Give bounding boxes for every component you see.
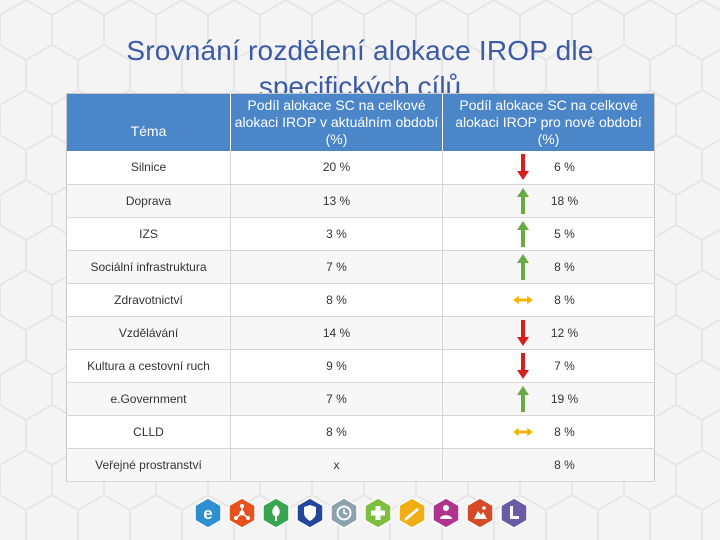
topic-cell: CLLD (66, 415, 231, 449)
new-share-value: 8 % (554, 292, 575, 307)
new-share-value: 12 % (550, 325, 579, 340)
new-share-value: 19 % (550, 391, 579, 406)
current-share-cell: 3 % (230, 217, 443, 251)
arrow-down-icon (509, 151, 537, 183)
table-row: e.Government 7 % 19 % (66, 382, 655, 416)
current-share-cell: 14 % (230, 316, 443, 350)
new-share-cell: 8 % (442, 415, 655, 449)
new-share-cell: 18 % (442, 184, 655, 218)
egovernment-icon: e (194, 497, 222, 529)
operational-programme-icons: e (192, 497, 530, 529)
tree-icon (262, 497, 290, 529)
new-share-cell: 12 % (442, 316, 655, 350)
table-row: Vzdělávání 14 % 12 % (66, 316, 655, 350)
topic-cell: Doprava (66, 184, 231, 218)
health-cross-icon (364, 497, 392, 529)
header-topic: Téma (66, 93, 231, 151)
svg-text:e: e (203, 504, 212, 523)
new-share-value: 6 % (554, 160, 575, 175)
new-share-cell: 7 % (442, 349, 655, 383)
page-title: Srovnání rozdělení alokace IROP dle spec… (0, 33, 720, 105)
header-current-period: Podíl alokace SC na celkové alokaci IROP… (230, 93, 443, 151)
transport-network-icon (228, 497, 256, 529)
arrow-up-icon (509, 383, 537, 415)
current-share-cell: 9 % (230, 349, 443, 383)
new-share-value: 5 % (554, 226, 575, 241)
arrow-up-icon (509, 251, 537, 283)
table-row: Silnice 20 % 6 % (66, 151, 655, 185)
topic-cell: IZS (66, 217, 231, 251)
new-share-value: 8 % (554, 424, 575, 439)
header-new-period: Podíl alokace SC na celkové alokaci IROP… (442, 93, 655, 151)
new-share-value: 8 % (554, 259, 575, 274)
topic-cell: Silnice (66, 151, 231, 185)
topic-cell: Vzdělávání (66, 316, 231, 350)
current-share-cell: 8 % (230, 283, 443, 317)
topic-cell: Veřejné prostranství (66, 448, 231, 482)
new-share-cell: 8 % (442, 283, 655, 317)
new-share-cell: 8 % (442, 250, 655, 284)
clock-icon (330, 497, 358, 529)
allocation-table: Téma Podíl alokace SC na celkové alokaci… (66, 93, 655, 482)
new-share-cell: 8 % (442, 448, 655, 482)
current-share-cell: 7 % (230, 382, 443, 416)
new-share-cell: 6 % (442, 151, 655, 185)
clld-icon (500, 497, 528, 529)
title-line-1: Srovnání rozdělení alokace IROP dle (126, 34, 594, 66)
table-row: CLLD 8 % 8 % (66, 415, 655, 449)
table-row: Veřejné prostranství x 8 % (66, 448, 655, 482)
topic-cell: e.Government (66, 382, 231, 416)
topic-cell: Zdravotnictví (66, 283, 231, 317)
current-share-cell: 7 % (230, 250, 443, 284)
shield-icon (296, 497, 324, 529)
table-row: Sociální infrastruktura 7 % 8 % (66, 250, 655, 284)
arrow-down-icon (509, 317, 537, 349)
current-share-cell: x (230, 448, 443, 482)
new-share-value: 18 % (550, 193, 579, 208)
topic-cell: Sociální infrastruktura (66, 250, 231, 284)
arrow-left-right-icon (509, 416, 537, 448)
arrow-up-icon (509, 185, 537, 217)
table-row: Kultura a cestovní ruch 9 % 7 % (66, 349, 655, 383)
table-header-row: Téma Podíl alokace SC na celkové alokaci… (66, 93, 655, 151)
pencil-icon (398, 497, 426, 529)
new-share-cell: 5 % (442, 217, 655, 251)
new-share-value: 8 % (554, 457, 575, 472)
arrow-up-icon (509, 218, 537, 250)
arrow-left-right-icon (509, 284, 537, 316)
new-share-cell: 19 % (442, 382, 655, 416)
culture-icon (466, 497, 494, 529)
table-row: Doprava 13 % 18 % (66, 184, 655, 218)
current-share-cell: 13 % (230, 184, 443, 218)
current-share-cell: 20 % (230, 151, 443, 185)
table-row: Zdravotnictví 8 % 8 % (66, 283, 655, 317)
table-row: IZS 3 % 5 % (66, 217, 655, 251)
topic-cell: Kultura a cestovní ruch (66, 349, 231, 383)
people-icon (432, 497, 460, 529)
current-share-cell: 8 % (230, 415, 443, 449)
arrow-down-icon (509, 350, 537, 382)
new-share-value: 7 % (554, 358, 575, 373)
